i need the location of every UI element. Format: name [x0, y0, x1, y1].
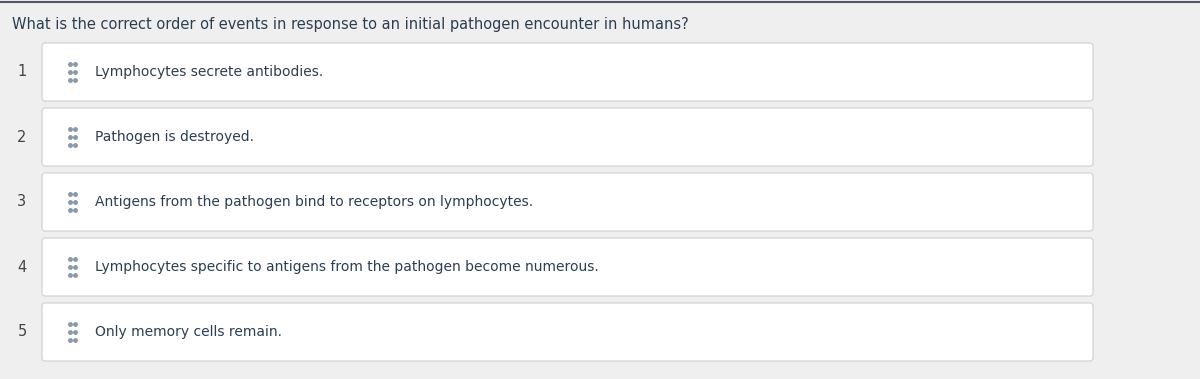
- Text: Lymphocytes secrete antibodies.: Lymphocytes secrete antibodies.: [95, 65, 323, 79]
- FancyBboxPatch shape: [42, 43, 1093, 101]
- Text: 1: 1: [17, 64, 26, 80]
- Text: Antigens from the pathogen bind to receptors on lymphocytes.: Antigens from the pathogen bind to recep…: [95, 195, 533, 209]
- Text: Lymphocytes specific to antigens from the pathogen become numerous.: Lymphocytes specific to antigens from th…: [95, 260, 599, 274]
- FancyBboxPatch shape: [42, 303, 1093, 361]
- Text: 4: 4: [17, 260, 26, 274]
- Text: 2: 2: [17, 130, 26, 144]
- Text: Pathogen is destroyed.: Pathogen is destroyed.: [95, 130, 254, 144]
- Text: What is the correct order of events in response to an initial pathogen encounter: What is the correct order of events in r…: [12, 17, 689, 32]
- FancyBboxPatch shape: [42, 108, 1093, 166]
- Text: 5: 5: [17, 324, 26, 340]
- Text: 3: 3: [18, 194, 26, 210]
- FancyBboxPatch shape: [42, 238, 1093, 296]
- FancyBboxPatch shape: [42, 173, 1093, 231]
- Text: Only memory cells remain.: Only memory cells remain.: [95, 325, 282, 339]
